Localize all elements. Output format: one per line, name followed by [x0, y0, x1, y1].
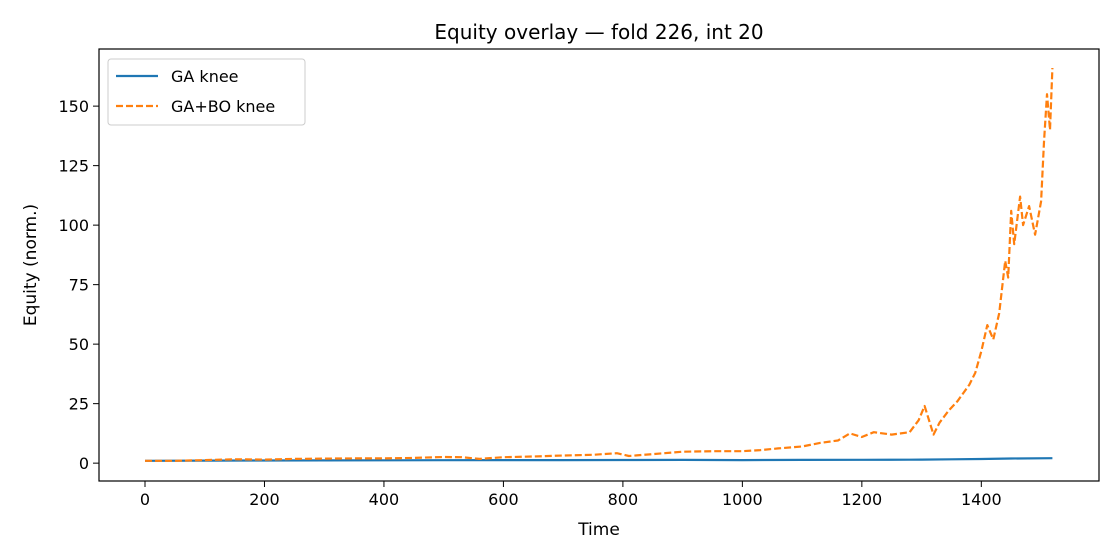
y-tick-label: 100: [58, 216, 89, 235]
x-axis-label: Time: [577, 520, 620, 540]
legend: GA knee GA+BO knee: [107, 58, 306, 126]
legend-label-ga-knee: GA knee: [171, 67, 239, 86]
x-tick-label: 400: [369, 490, 400, 509]
series-line-1: [145, 67, 1054, 462]
y-tick-label: 50: [69, 335, 89, 354]
y-tick-label: 125: [58, 157, 89, 176]
y-tick-label: 0: [79, 454, 89, 473]
x-tick-label: 0: [140, 490, 150, 509]
x-tick-label: 1200: [841, 490, 882, 509]
y-axis-ticks: 0 25 50 75 100 125 150: [58, 97, 99, 473]
chart-title: Equity overlay — fold 226, int 20: [434, 20, 763, 44]
y-tick-label: 75: [69, 276, 89, 295]
x-tick-label: 800: [608, 490, 639, 509]
x-axis-ticks: 0 200 400 600 800 1000 1200 1400: [140, 481, 1002, 509]
plot-lines: [144, 67, 1054, 462]
x-tick-label: 600: [488, 490, 519, 509]
legend-label-ga-bo-knee: GA+BO knee: [171, 97, 275, 116]
x-tick-label: 1400: [961, 490, 1002, 509]
y-tick-label: 150: [58, 97, 89, 116]
y-axis-label: Equity (norm.): [21, 204, 41, 326]
y-tick-label: 25: [69, 395, 89, 414]
x-tick-label: 1000: [722, 490, 763, 509]
plot-frame: [98, 48, 1100, 482]
series-line-0: [144, 457, 1053, 462]
x-tick-label: 200: [249, 490, 280, 509]
